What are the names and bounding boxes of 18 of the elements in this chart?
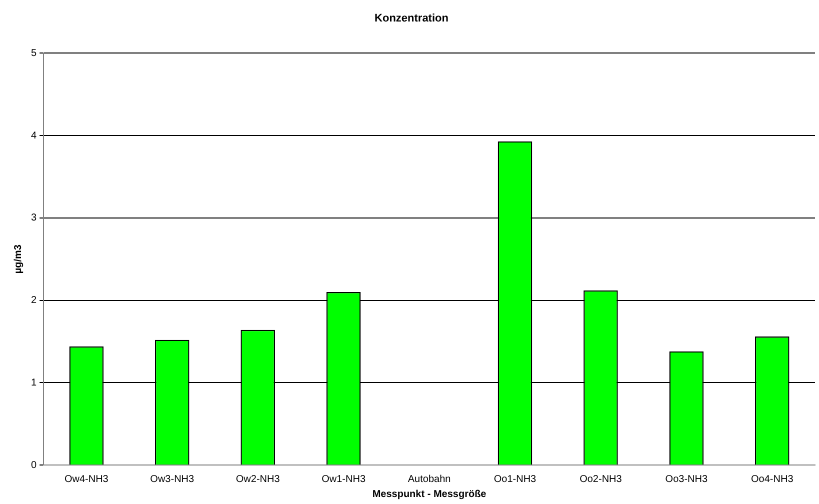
x-tick-label: Ow3-NH3: [150, 474, 195, 485]
x-tick-label: Ow1-NH3: [322, 474, 366, 485]
y-tick-label: 4: [31, 130, 37, 142]
x-tick-label: Oo3-NH3: [665, 474, 708, 485]
y-tick-label: 0: [31, 460, 37, 471]
x-tick-label: Oo2-NH3: [580, 474, 622, 485]
x-axis-title: Messpunkt - Messgröße: [372, 488, 487, 500]
x-tick-label: Oo4-NH3: [751, 474, 794, 485]
y-tick-label: 2: [31, 295, 37, 306]
y-tick-label: 5: [31, 48, 37, 59]
y-axis-title: µg/m3: [12, 244, 24, 274]
y-tick-label: 1: [31, 377, 37, 388]
x-tick-label: Oo1-NH3: [494, 474, 537, 485]
x-tick-label: Ow4-NH3: [64, 474, 109, 485]
y-tick-label: 3: [31, 212, 37, 224]
chart-title: Konzentration: [374, 12, 449, 25]
x-tick-label: Autobahn: [408, 474, 451, 485]
x-tick-label: Ow2-NH3: [236, 474, 280, 485]
